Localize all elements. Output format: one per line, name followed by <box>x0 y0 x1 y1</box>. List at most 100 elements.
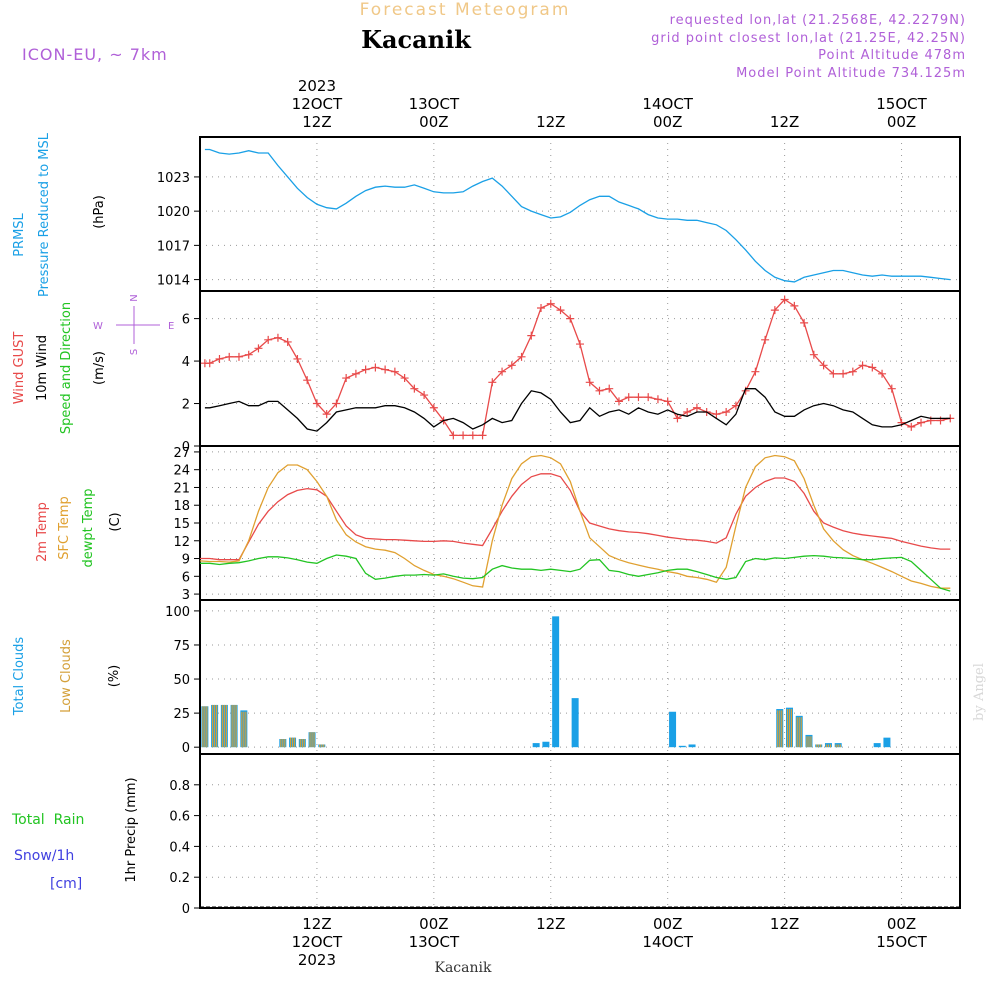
gust-marker <box>576 340 584 349</box>
bottom-time-label: 00Z <box>653 915 682 933</box>
gust-marker <box>595 386 604 395</box>
low-cloud-bar <box>223 704 225 748</box>
panel-precip: 0 0.2 0.4 0.6 0.8 <box>169 753 961 917</box>
gust-marker <box>566 314 575 323</box>
low-cloud-bar <box>280 739 282 748</box>
info-line-2: grid point closest lon,lat (21.25E, 42.2… <box>651 31 966 46</box>
t2m-label: 2m Temp <box>35 502 50 562</box>
top-time-label: 12OCT <box>292 95 343 113</box>
gust-marker <box>332 399 341 408</box>
gust-marker <box>400 374 409 383</box>
gust-marker <box>751 367 760 376</box>
low-cloud-bar <box>798 717 800 748</box>
total-cloud-bar <box>532 743 540 748</box>
gust-marker <box>293 354 302 363</box>
gust-marker <box>800 318 809 327</box>
low-cloud-bar <box>245 711 247 748</box>
y-tick-label: 6 <box>182 313 190 328</box>
y-tick-label: 24 <box>173 464 190 479</box>
low-cloud-bar <box>321 744 323 748</box>
y-tick-label: 75 <box>173 639 190 654</box>
location-title: Kacanik <box>361 25 472 54</box>
y-tick-label: 18 <box>173 499 190 514</box>
gust-marker <box>614 397 623 406</box>
t2m-line <box>200 473 951 561</box>
total-clouds-label: Total Clouds <box>12 637 27 717</box>
y-tick-label: 1017 <box>157 239 190 254</box>
low-cloud-bar <box>816 744 818 748</box>
low-cloud-bar <box>839 744 841 748</box>
rain-label: Total Rain <box>11 812 84 828</box>
bottom-time-label: 00Z <box>419 915 448 933</box>
low-cloud-bar <box>810 736 812 748</box>
gust-marker <box>634 393 643 402</box>
gust-marker <box>468 431 477 440</box>
low-cloud-bar <box>777 710 779 748</box>
info-line-1: requested lon,lat (21.2568E, 42.2279N) <box>670 13 966 28</box>
dewpoint-line <box>200 554 951 592</box>
gust-marker <box>507 361 516 370</box>
low-cloud-bar <box>235 704 237 748</box>
gust-marker <box>498 367 507 376</box>
top-time-label: 00Z <box>887 113 916 131</box>
panels: 1014101710201023024636912151821242702550… <box>157 136 961 917</box>
gust-marker <box>215 354 224 363</box>
top-time-label: 12Z <box>770 113 799 131</box>
low-cloud-bar <box>825 744 828 748</box>
gust-marker <box>429 403 438 412</box>
gust-marker <box>205 359 214 368</box>
low-cloud-bar <box>202 706 204 748</box>
bottom-time-label: 12Z <box>770 915 799 933</box>
total-cloud-bar <box>571 698 579 748</box>
low-cloud-bar <box>225 704 227 748</box>
wind-labels: Wind GUST 10m Wind Speed and Direction (… <box>12 294 174 434</box>
panel-temperature: 3 6 9 12 15 18 21 24 27 <box>173 445 961 603</box>
top-time-label: 14OCT <box>642 95 693 113</box>
gust-marker <box>673 414 682 423</box>
y-tick-label: 0.4 <box>169 840 190 855</box>
y-tick-label: 3 <box>182 588 190 603</box>
sfc-temp-line <box>199 454 951 589</box>
panel-clouds: 0 25 50 75 100 <box>165 599 961 756</box>
top-time-label: 15OCT <box>876 95 927 113</box>
top-time-label: 00Z <box>419 113 448 131</box>
gust-marker <box>858 361 867 370</box>
gust-marker <box>819 361 828 370</box>
gust-marker <box>907 422 916 431</box>
panel-frame <box>199 290 961 447</box>
model-name: ICON-EU, ~ 7km <box>22 45 168 64</box>
low-cloud-bar <box>806 736 808 748</box>
low-cloud-bar <box>818 744 820 748</box>
precip-unit: 1hr Precip (mm) <box>124 777 139 882</box>
total-cloud-bar <box>883 737 891 748</box>
gust-marker <box>887 384 896 393</box>
gust-marker <box>663 397 672 406</box>
gust-marker <box>644 393 653 402</box>
gust-marker <box>839 369 848 378</box>
compass-w: W <box>93 321 103 332</box>
low-cloud-bar <box>284 739 286 748</box>
y-tick-label: 12 <box>173 535 190 550</box>
top-time-label: 00Z <box>653 113 682 131</box>
top-time-label: 13OCT <box>409 95 460 113</box>
y-tick-label: 15 <box>173 517 190 532</box>
low-cloud-bar <box>786 709 789 748</box>
bottom-time-label: 12Z <box>302 915 331 933</box>
pressure-line <box>204 148 951 283</box>
total-cloud-bar <box>688 744 696 748</box>
gust-marker <box>722 408 731 417</box>
pressure-unit: (hPa) <box>92 195 107 229</box>
gust-label: Wind GUST <box>12 332 27 405</box>
low-cloud-bar <box>214 704 216 748</box>
y-tick-label: 27 <box>173 446 190 461</box>
info-line-3: Point Altitude 478m <box>818 48 966 63</box>
y-tick-label: 0.8 <box>169 779 190 794</box>
low-cloud-bar <box>820 744 822 748</box>
low-cloud-bar <box>319 744 321 748</box>
gust-marker <box>312 399 321 408</box>
bottom-time-label: 2023 <box>298 951 336 969</box>
gust-marker <box>381 365 390 374</box>
gust-marker <box>390 367 399 376</box>
gust-marker <box>459 431 468 440</box>
